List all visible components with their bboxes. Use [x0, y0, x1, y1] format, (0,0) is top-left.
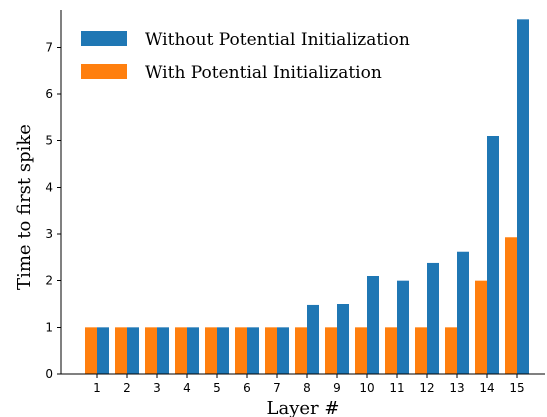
- x-tick-label-2: 2: [123, 381, 131, 395]
- legend-label-with: With Potential Initialization: [145, 63, 382, 83]
- legend-swatch-with: [81, 64, 127, 79]
- bars-group: [85, 19, 529, 374]
- y-tick-label-4: 4: [45, 180, 53, 194]
- x-tick-label-8: 8: [303, 381, 311, 395]
- bar-with-layer-3: [145, 327, 157, 374]
- x-tick-label-6: 6: [243, 381, 251, 395]
- y-axis-ticks: 0 1 2 3 4 5 6 7: [45, 40, 61, 381]
- bar-with-layer-4: [175, 327, 187, 374]
- bar-without-layer-4: [187, 327, 199, 374]
- x-tick-label-4: 4: [183, 381, 191, 395]
- y-tick-label-3: 3: [45, 227, 53, 241]
- bar-without-layer-1: [97, 327, 109, 374]
- y-tick-label-7: 7: [45, 40, 53, 54]
- bar-without-layer-15: [517, 19, 529, 374]
- bar-with-layer-10: [355, 327, 367, 374]
- x-tick-label-12: 12: [419, 381, 434, 395]
- x-tick-label-14: 14: [479, 381, 494, 395]
- bar-without-layer-2: [127, 327, 139, 374]
- y-tick-label-1: 1: [45, 320, 53, 334]
- y-axis-title: Time to first spike: [14, 124, 35, 290]
- x-tick-label-13: 13: [449, 381, 464, 395]
- bar-with-layer-8: [295, 327, 307, 374]
- bar-with-layer-13: [445, 327, 457, 374]
- bar-with-layer-14: [475, 280, 487, 374]
- x-tick-label-11: 11: [389, 381, 404, 395]
- bar-without-layer-14: [487, 136, 499, 374]
- bar-with-layer-2: [115, 327, 127, 374]
- bar-with-layer-7: [265, 327, 277, 374]
- bar-without-layer-13: [457, 251, 469, 374]
- bar-with-layer-9: [325, 327, 337, 374]
- bar-without-layer-6: [247, 327, 259, 374]
- legend: Without Potential Initialization With Po…: [81, 30, 410, 83]
- legend-label-without: Without Potential Initialization: [145, 30, 410, 50]
- bar-without-layer-12: [427, 262, 439, 374]
- bar-without-layer-10: [367, 276, 379, 374]
- x-tick-label-5: 5: [213, 381, 221, 395]
- x-tick-label-7: 7: [273, 381, 281, 395]
- x-tick-label-3: 3: [153, 381, 161, 395]
- x-tick-label-1: 1: [93, 381, 101, 395]
- bar-without-layer-8: [307, 304, 319, 374]
- bar-with-layer-11: [385, 327, 397, 374]
- x-tick-label-10: 10: [359, 381, 374, 395]
- x-tick-label-9: 9: [333, 381, 341, 395]
- y-tick-label-2: 2: [45, 274, 53, 288]
- bar-with-layer-5: [205, 327, 217, 374]
- y-tick-label-6: 6: [45, 87, 53, 101]
- bar-without-layer-7: [277, 327, 289, 374]
- y-tick-label-0: 0: [45, 367, 53, 381]
- bar-with-layer-6: [235, 327, 247, 374]
- legend-swatch-without: [81, 31, 127, 46]
- bar-without-layer-3: [157, 327, 169, 374]
- y-tick-label-5: 5: [45, 134, 53, 148]
- x-axis-title: Layer #: [267, 398, 340, 417]
- bar-without-layer-11: [397, 280, 409, 374]
- bar-with-layer-15: [505, 237, 517, 374]
- x-tick-label-15: 15: [509, 381, 524, 395]
- bar-without-layer-5: [217, 327, 229, 374]
- bar-with-layer-12: [415, 327, 427, 374]
- bar-with-layer-1: [85, 327, 97, 374]
- x-axis-ticks: 1 2 3 4 5 6 7 8 9 10 11 12 13 14 15: [93, 374, 525, 395]
- bar-without-layer-9: [337, 304, 349, 374]
